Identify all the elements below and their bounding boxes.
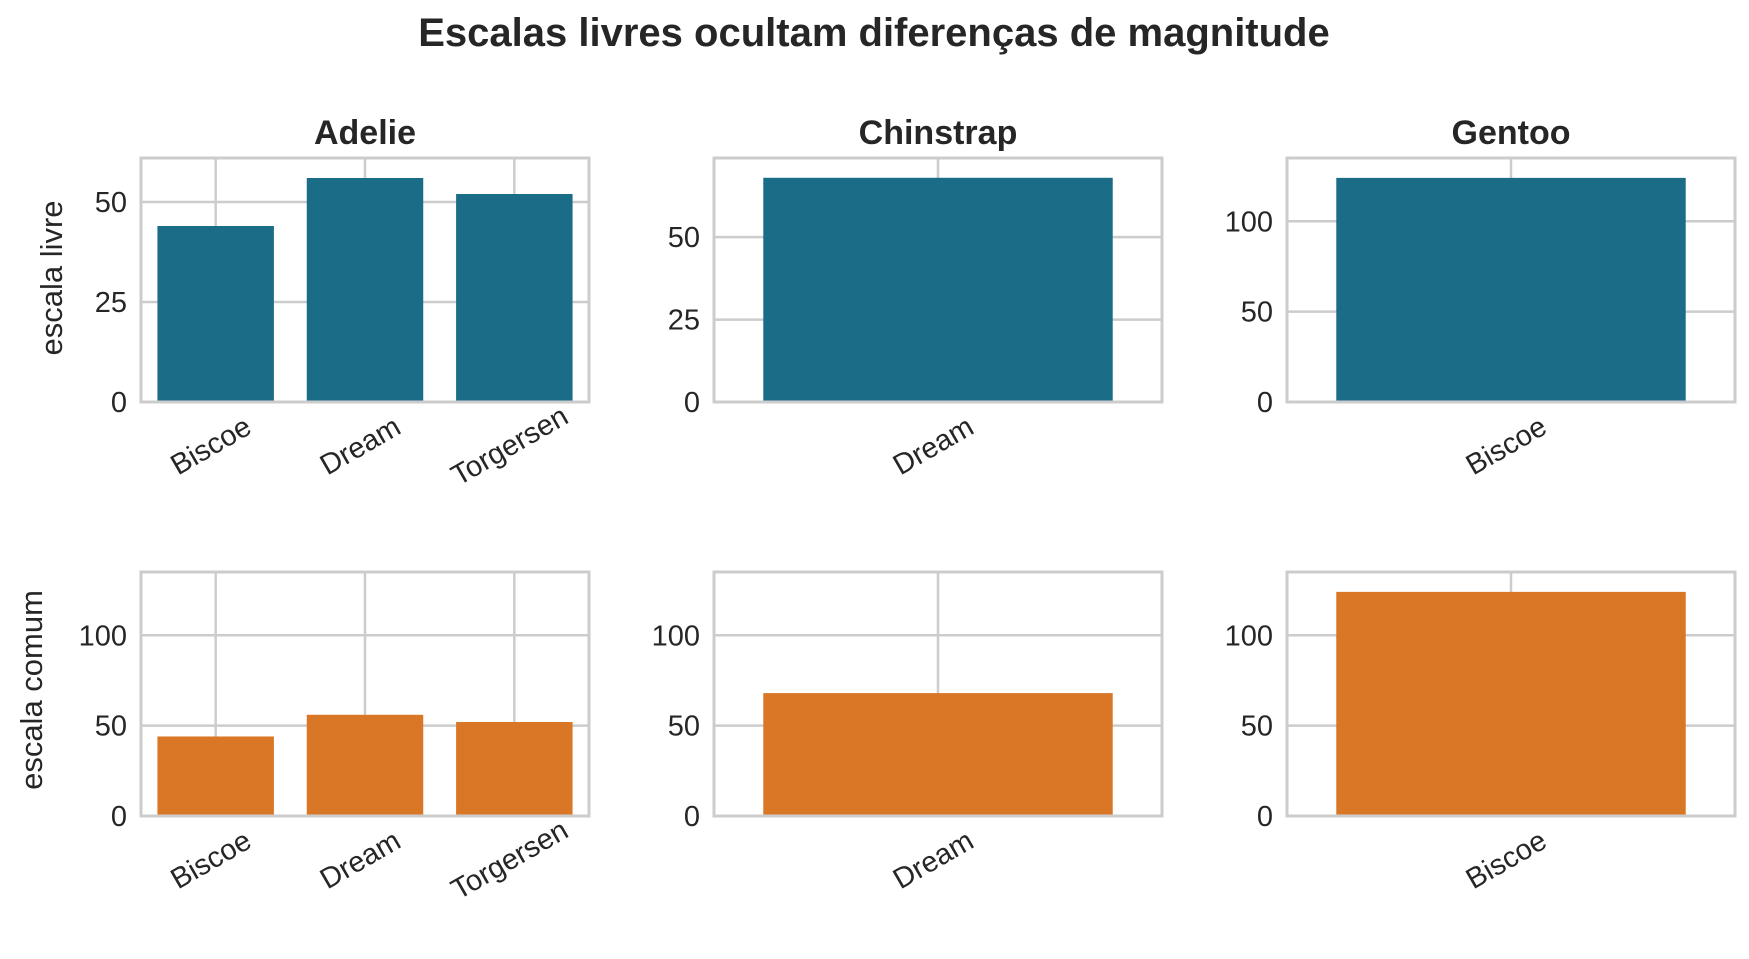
y-tick-label: 0 [1257, 801, 1273, 833]
panel-adelie-common: 0 50 100 Biscoe Dream Torgersen [79, 570, 591, 906]
y-tick-label: 0 [111, 387, 127, 419]
bar-adelie-common-torgersen [456, 722, 573, 816]
y-tick-label: 25 [95, 287, 127, 319]
y-tick-label: 0 [1257, 387, 1273, 419]
y-tick-label: 50 [668, 222, 700, 254]
x-tick-label: Biscoe [1461, 825, 1552, 896]
facet-title-chinstrap: Chinstrap [859, 114, 1018, 152]
y-tick-label: 50 [1241, 297, 1273, 329]
row-ylabel-free: escala livre [34, 200, 69, 355]
y-tick-label: 25 [668, 305, 700, 337]
y-tick-label: 50 [1241, 711, 1273, 743]
y-tick-label: 50 [95, 187, 127, 219]
panels-group: 0 25 50 Biscoe Dream Torgersen 0 25 50 Dream 0 50 10… [79, 156, 1737, 906]
y-tick-label: 100 [79, 620, 127, 652]
chart-title: Escalas livres ocultam diferenças de mag… [418, 11, 1329, 55]
row-ylabel-common: escala comum [14, 590, 49, 790]
bar-adelie-free-torgersen [456, 194, 573, 402]
panel-gentoo-free: 0 50 100 Biscoe [1225, 156, 1737, 482]
x-tick-label: Biscoe [165, 825, 256, 896]
panel-frame [712, 156, 1164, 404]
panel-frame [1285, 570, 1737, 818]
x-tick-label: Dream [888, 411, 979, 482]
facet-title-gentoo: Gentoo [1452, 114, 1571, 152]
bar-adelie-free-biscoe [157, 226, 274, 402]
x-tick-label: Torgersen [446, 814, 574, 906]
panel-frame [1285, 156, 1737, 404]
panel-frame [139, 570, 591, 818]
x-tick-label: Dream [315, 825, 406, 896]
y-tick-label: 0 [684, 387, 700, 419]
bar-chinstrap-common-dream [763, 693, 1113, 816]
facet-title-adelie: Adelie [314, 114, 416, 152]
y-tick-label: 100 [652, 620, 700, 652]
panel-chinstrap-common: 0 50 100 Dream [652, 570, 1164, 896]
bar-adelie-common-biscoe [157, 736, 274, 816]
panel-frame [139, 156, 591, 404]
x-tick-label: Dream [888, 825, 979, 896]
y-tick-label: 100 [1225, 206, 1273, 238]
bar-chinstrap-free-dream [763, 177, 1113, 402]
panel-chinstrap-free: 0 25 50 Dream [668, 156, 1164, 482]
y-tick-label: 0 [684, 801, 700, 833]
y-tick-label: 0 [111, 801, 127, 833]
x-tick-label: Biscoe [1461, 411, 1552, 482]
x-tick-label: Dream [315, 411, 406, 482]
x-tick-label: Biscoe [165, 411, 256, 482]
bar-adelie-free-dream [306, 178, 424, 402]
y-tick-label: 100 [1225, 620, 1273, 652]
bar-gentoo-common-biscoe [1336, 591, 1686, 816]
panel-adelie-free: 0 25 50 Biscoe Dream Torgersen [95, 156, 591, 492]
panel-frame [712, 570, 1164, 818]
panel-gentoo-common: 0 50 100 Biscoe [1225, 570, 1737, 896]
x-tick-label: Torgersen [446, 400, 574, 492]
y-tick-label: 50 [668, 711, 700, 743]
bar-adelie-common-dream [306, 714, 424, 816]
bar-gentoo-free-biscoe [1336, 177, 1686, 402]
y-tick-label: 50 [95, 711, 127, 743]
